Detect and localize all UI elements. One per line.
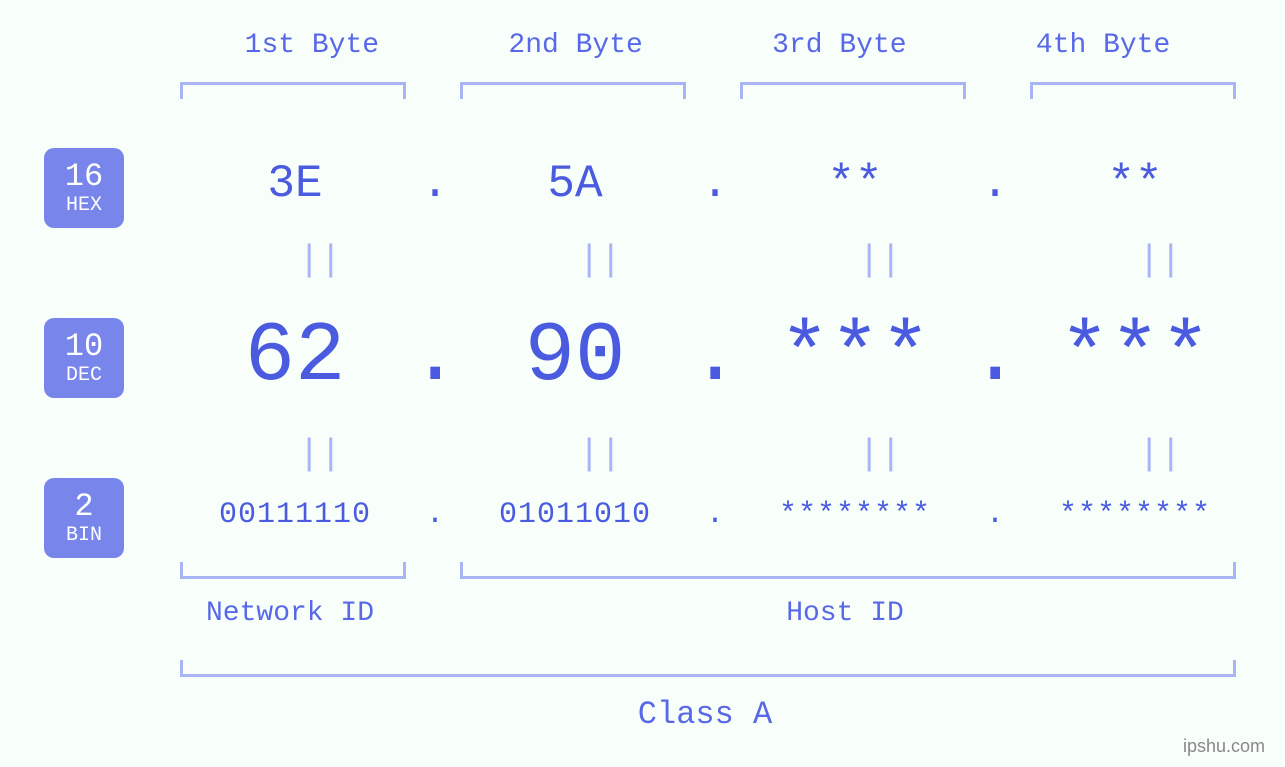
hex-dot-1: . — [410, 158, 460, 210]
top-bracket-3 — [740, 82, 966, 99]
equals-row-2: || || || || — [180, 434, 1285, 475]
hex-byte-3: ** — [740, 158, 970, 210]
eq-2-4: || — [1020, 434, 1285, 475]
eq-2-1: || — [180, 434, 460, 475]
watermark: ipshu.com — [1183, 736, 1265, 757]
eq-1-2: || — [460, 240, 740, 281]
bin-dot-3: . — [970, 498, 1020, 532]
byte-header-1: 1st Byte — [180, 30, 444, 61]
dec-byte-4: *** — [1020, 310, 1250, 405]
dec-dot-2: . — [690, 310, 740, 405]
network-id-label: Network ID — [180, 598, 400, 629]
dec-byte-1: 62 — [180, 310, 410, 405]
eq-2-3: || — [740, 434, 1020, 475]
eq-2-2: || — [460, 434, 740, 475]
dec-badge-num: 10 — [44, 329, 124, 364]
eq-1-3: || — [740, 240, 1020, 281]
hex-row: 3E . 5A . ** . ** — [180, 158, 1250, 210]
byte-header-4: 4th Byte — [971, 30, 1235, 61]
dec-badge: 10 DEC — [44, 318, 124, 398]
byte-headers-row: 1st Byte 2nd Byte 3rd Byte 4th Byte — [180, 30, 1235, 61]
bin-row: 00111110 . 01011010 . ******** . *******… — [180, 498, 1250, 532]
bin-badge-label: BIN — [44, 525, 124, 547]
bin-badge-num: 2 — [44, 489, 124, 524]
hex-badge-label: HEX — [44, 195, 124, 217]
bin-byte-1: 00111110 — [180, 498, 410, 532]
dec-badge-label: DEC — [44, 365, 124, 387]
host-id-label: Host ID — [460, 598, 1230, 629]
dec-dot-3: . — [970, 310, 1020, 405]
hex-byte-1: 3E — [180, 158, 410, 210]
class-bracket — [180, 660, 1236, 677]
byte-header-2: 2nd Byte — [444, 30, 708, 61]
eq-1-1: || — [180, 240, 460, 281]
bin-dot-1: . — [410, 498, 460, 532]
dec-byte-2: 90 — [460, 310, 690, 405]
ip-class-label: Class A — [180, 696, 1230, 733]
top-bracket-4 — [1030, 82, 1236, 99]
top-bracket-1 — [180, 82, 406, 99]
hex-byte-4: ** — [1020, 158, 1250, 210]
hex-dot-2: . — [690, 158, 740, 210]
bin-byte-3: ******** — [740, 498, 970, 532]
dec-byte-3: *** — [740, 310, 970, 405]
bin-badge: 2 BIN — [44, 478, 124, 558]
hex-byte-2: 5A — [460, 158, 690, 210]
equals-row-1: || || || || — [180, 240, 1285, 281]
hex-dot-3: . — [970, 158, 1020, 210]
dec-dot-1: . — [410, 310, 460, 405]
host-bracket — [460, 562, 1236, 579]
bin-byte-4: ******** — [1020, 498, 1250, 532]
hex-badge-num: 16 — [44, 159, 124, 194]
dec-row: 62 . 90 . *** . *** — [180, 310, 1250, 405]
bin-byte-2: 01011010 — [460, 498, 690, 532]
hex-badge: 16 HEX — [44, 148, 124, 228]
byte-header-3: 3rd Byte — [708, 30, 972, 61]
network-bracket — [180, 562, 406, 579]
bin-dot-2: . — [690, 498, 740, 532]
eq-1-4: || — [1020, 240, 1285, 281]
top-bracket-2 — [460, 82, 686, 99]
